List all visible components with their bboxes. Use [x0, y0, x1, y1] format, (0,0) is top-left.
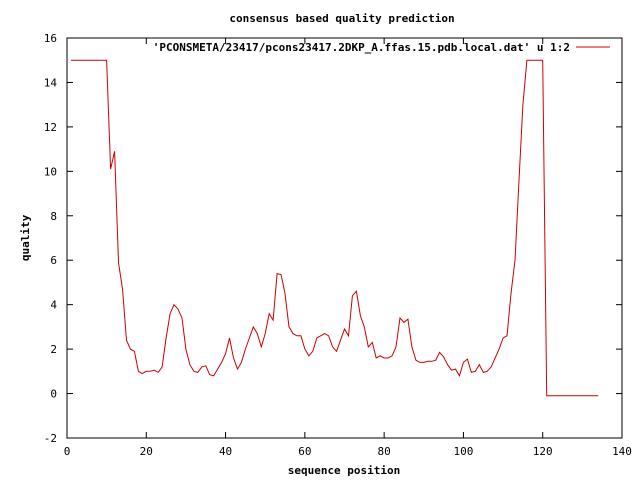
y-tick-label: -2	[44, 432, 57, 445]
y-axis-label: quality	[19, 214, 32, 261]
series-line-quality	[71, 59, 599, 397]
y-tick-label: 14	[44, 76, 58, 89]
x-tick-label: 20	[140, 445, 153, 458]
x-tick-label: 60	[298, 445, 311, 458]
y-tick-label: 8	[50, 210, 57, 223]
y-tick-label: 16	[44, 32, 57, 45]
y-axis-ticks: -2 0 2 4 6 8 10 12 14 16	[44, 32, 622, 445]
y-tick-label: 2	[50, 343, 57, 356]
x-tick-label: 80	[378, 445, 391, 458]
y-tick-label: 0	[50, 388, 57, 401]
y-tick-label: 4	[50, 299, 57, 312]
y-tick-label: 6	[50, 254, 57, 267]
chart-title: consensus based quality prediction	[229, 12, 454, 25]
legend: 'PCONSMETA/23417/pcons23417.2DKP_A.ffas.…	[153, 41, 610, 54]
legend-entry-label: 'PCONSMETA/23417/pcons23417.2DKP_A.ffas.…	[153, 41, 570, 54]
y-tick-label: 12	[44, 121, 57, 134]
plot-frame	[66, 37, 623, 439]
x-tick-label: 0	[64, 445, 71, 458]
x-tick-label: 120	[533, 445, 553, 458]
x-axis-ticks: 0 20 40 60 80 100 120 140	[64, 38, 632, 458]
x-axis-label: sequence position	[288, 464, 401, 477]
x-tick-label: 100	[453, 445, 473, 458]
x-tick-label: 140	[612, 445, 632, 458]
x-tick-label: 40	[219, 445, 232, 458]
y-tick-label: 10	[44, 165, 57, 178]
